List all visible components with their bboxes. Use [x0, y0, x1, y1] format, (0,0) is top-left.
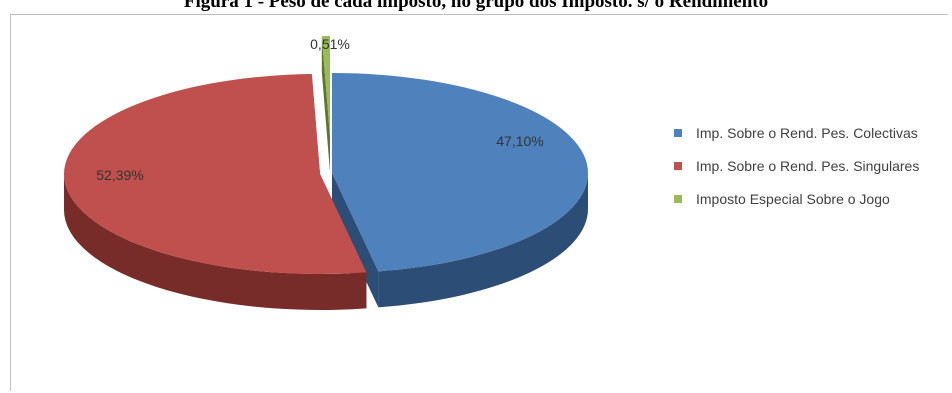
- legend-label-colectivas: Imp. Sobre o Rend. Pes. Colectivas: [696, 125, 918, 141]
- legend-label-singulares: Imp. Sobre o Rend. Pes. Singulares: [696, 158, 920, 174]
- slice-singulares: [64, 74, 367, 310]
- legend-swatch-colectivas: [674, 129, 682, 137]
- data-label-colectivas: 47,10%: [496, 133, 543, 149]
- legend-item-colectivas: Imp. Sobre o Rend. Pes. Colectivas: [674, 123, 944, 144]
- slice-wall-colectivas-1: [332, 173, 379, 308]
- slice-wall-jogo-0: [321, 36, 330, 173]
- data-label-singulares: 52,39%: [96, 167, 143, 183]
- legend-label-jogo: Imposto Especial Sobre o Jogo: [696, 191, 890, 207]
- slice-top-singulares: [64, 74, 367, 275]
- legend-swatch-singulares: [674, 162, 682, 170]
- slice-top-colectivas: [332, 73, 588, 272]
- chart-legend: Imp. Sobre o Rend. Pes. Colectivas Imp. …: [674, 123, 944, 222]
- legend-swatch-jogo: [674, 195, 682, 203]
- legend-item-singulares: Imp. Sobre o Rend. Pes. Singulares: [674, 156, 944, 177]
- figure-title: Figura 1 - Peso de cada imposto, no grup…: [183, 0, 769, 12]
- slice-top-jogo: [321, 36, 330, 136]
- slice-side-singulares: [64, 174, 367, 310]
- slice-side-colectivas: [378, 173, 588, 308]
- slice-jogo: [321, 36, 330, 173]
- legend-item-jogo: Imposto Especial Sobre o Jogo: [674, 189, 944, 210]
- data-label-jogo: 0,51%: [310, 36, 350, 52]
- slice-colectivas: [332, 73, 588, 308]
